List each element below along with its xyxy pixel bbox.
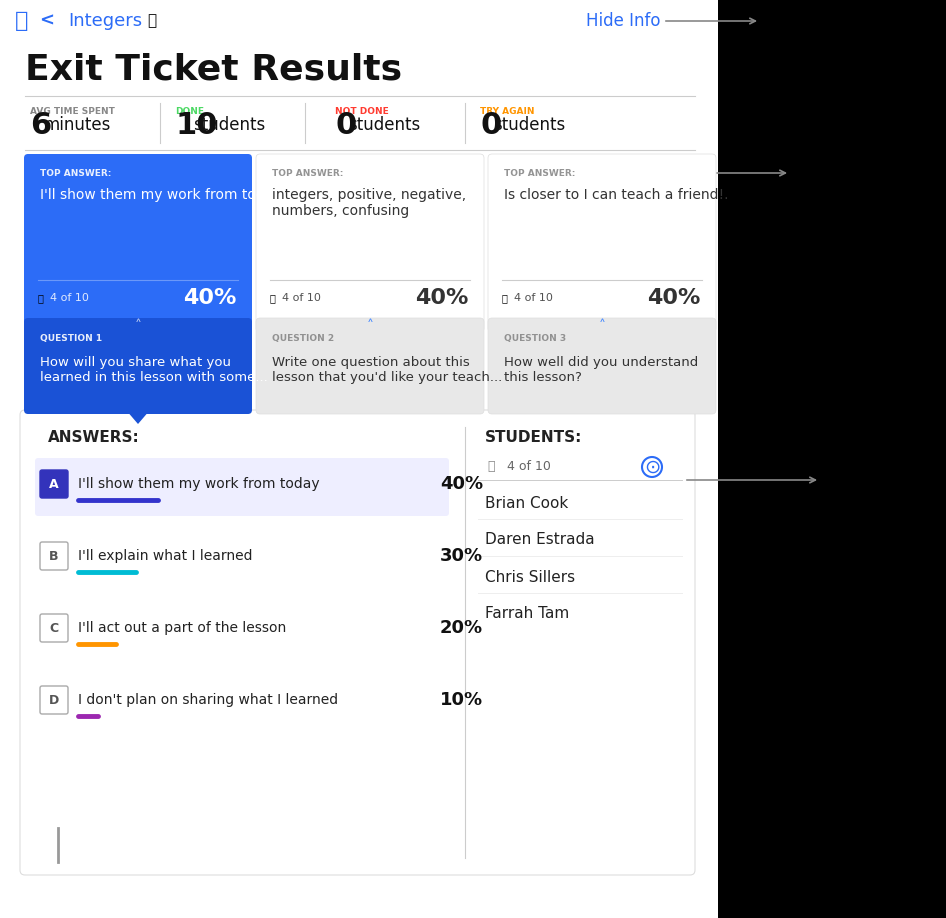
- Text: Write one question about this
lesson that you'd like your teach...: Write one question about this lesson tha…: [272, 356, 502, 384]
- Text: <: <: [40, 12, 55, 30]
- FancyBboxPatch shape: [20, 410, 695, 875]
- Text: I'll show them my work from today: I'll show them my work from today: [78, 477, 320, 491]
- FancyBboxPatch shape: [24, 318, 252, 414]
- FancyBboxPatch shape: [488, 318, 716, 414]
- Text: ⧉: ⧉: [15, 11, 28, 31]
- Text: How will you share what you
learned in this lesson with some...: How will you share what you learned in t…: [40, 356, 268, 384]
- Text: ANSWERS:: ANSWERS:: [48, 430, 140, 444]
- FancyBboxPatch shape: [40, 470, 68, 498]
- Text: Daren Estrada: Daren Estrada: [485, 532, 595, 547]
- Text: 👥: 👥: [502, 293, 508, 303]
- FancyBboxPatch shape: [35, 458, 449, 516]
- Text: TOP ANSWER:: TOP ANSWER:: [272, 169, 343, 177]
- FancyBboxPatch shape: [488, 154, 716, 332]
- Text: 10: 10: [175, 110, 218, 140]
- Text: 30%: 30%: [440, 547, 483, 565]
- FancyBboxPatch shape: [24, 154, 252, 332]
- FancyBboxPatch shape: [718, 0, 946, 918]
- Text: students: students: [493, 116, 566, 134]
- Text: 4 of 10: 4 of 10: [282, 293, 321, 303]
- Text: ⊙: ⊙: [644, 457, 660, 476]
- Text: 4 of 10: 4 of 10: [514, 293, 552, 303]
- Text: 40%: 40%: [183, 288, 236, 308]
- Text: ˄: ˄: [366, 319, 374, 333]
- Text: Farrah Tam: Farrah Tam: [485, 607, 569, 621]
- Text: Exit Ticket Results: Exit Ticket Results: [25, 53, 402, 87]
- Text: TOP ANSWER:: TOP ANSWER:: [40, 169, 112, 177]
- Text: TOP ANSWER:: TOP ANSWER:: [504, 169, 575, 177]
- Polygon shape: [126, 410, 150, 424]
- Text: 20%: 20%: [440, 619, 483, 637]
- Text: 👥: 👥: [487, 461, 495, 474]
- FancyBboxPatch shape: [256, 154, 484, 332]
- Text: C: C: [49, 621, 59, 634]
- Text: QUESTION 3: QUESTION 3: [504, 333, 566, 342]
- Text: How well did you understand
this lesson?: How well did you understand this lesson?: [504, 356, 698, 384]
- Text: students: students: [193, 116, 265, 134]
- Text: TRY AGAIN: TRY AGAIN: [480, 106, 534, 116]
- Text: Integers: Integers: [68, 12, 142, 30]
- Text: 40%: 40%: [440, 475, 483, 493]
- Text: 👥: 👥: [270, 293, 276, 303]
- Text: integers, positive, negative,
numbers, confusing: integers, positive, negative, numbers, c…: [272, 188, 466, 218]
- FancyBboxPatch shape: [40, 614, 68, 642]
- Text: 4 of 10: 4 of 10: [507, 461, 551, 474]
- Text: 👥: 👥: [38, 293, 44, 303]
- Text: I'll explain what I learned: I'll explain what I learned: [78, 549, 253, 563]
- Text: QUESTION 1: QUESTION 1: [40, 333, 102, 342]
- Text: A: A: [49, 477, 59, 490]
- Text: AVG TIME SPENT: AVG TIME SPENT: [30, 106, 114, 116]
- Text: 0: 0: [335, 110, 357, 140]
- Text: NOT DONE: NOT DONE: [335, 106, 389, 116]
- Text: B: B: [49, 550, 59, 563]
- Text: D: D: [49, 693, 60, 707]
- Text: Hide Info: Hide Info: [586, 12, 660, 30]
- Text: I don't plan on sharing what I learned: I don't plan on sharing what I learned: [78, 693, 338, 707]
- FancyBboxPatch shape: [256, 318, 484, 414]
- Text: QUESTION 2: QUESTION 2: [272, 333, 334, 342]
- Text: 10%: 10%: [440, 691, 483, 709]
- Text: Is closer to I can teach a friend!.: Is closer to I can teach a friend!.: [504, 188, 728, 202]
- Text: minutes: minutes: [43, 116, 111, 134]
- Text: ˄: ˄: [134, 319, 142, 333]
- FancyBboxPatch shape: [0, 0, 718, 918]
- Text: Brian Cook: Brian Cook: [485, 496, 569, 510]
- Text: 0: 0: [480, 110, 501, 140]
- FancyBboxPatch shape: [40, 542, 68, 570]
- Text: ✨: ✨: [148, 14, 156, 28]
- Text: I'll act out a part of the lesson: I'll act out a part of the lesson: [78, 621, 287, 635]
- Text: DONE: DONE: [175, 106, 204, 116]
- Text: 4 of 10: 4 of 10: [50, 293, 89, 303]
- Text: ˄: ˄: [599, 319, 605, 333]
- Text: STUDENTS:: STUDENTS:: [485, 430, 583, 444]
- Text: Chris Sillers: Chris Sillers: [485, 569, 575, 585]
- Text: 6: 6: [30, 110, 51, 140]
- Text: I'll show them my work from today: I'll show them my work from today: [40, 188, 282, 202]
- Text: 40%: 40%: [414, 288, 468, 308]
- Text: students: students: [348, 116, 420, 134]
- FancyBboxPatch shape: [40, 686, 68, 714]
- Text: 40%: 40%: [647, 288, 700, 308]
